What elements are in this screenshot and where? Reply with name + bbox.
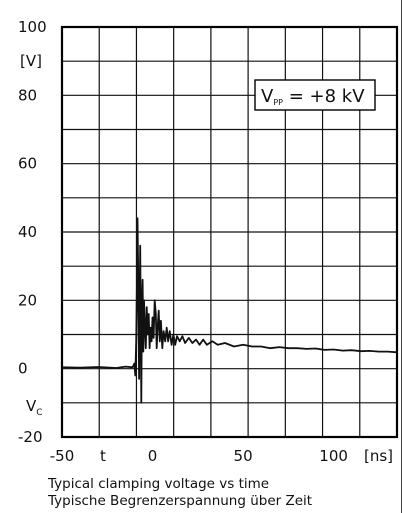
x-tick-label: 100 <box>319 447 348 465</box>
y-tick-label: -20 <box>18 428 43 446</box>
y-tick-label: 40 <box>18 223 37 241</box>
x-unit-label: [ns] <box>364 447 393 465</box>
series-layer <box>61 217 398 404</box>
y-tick-label: 20 <box>18 291 37 309</box>
annotation-box <box>254 79 376 111</box>
x-tick-label: 50 <box>234 447 253 465</box>
x-tick-label: -50 <box>50 447 75 465</box>
y-unit-label: [V] <box>20 52 42 70</box>
y-axis-label: VC <box>26 397 43 418</box>
y-tick-label: 80 <box>18 86 37 104</box>
series-line-0 <box>61 217 398 404</box>
annotation-text: VPP = +8 kV <box>261 86 365 107</box>
y-tick-label: 60 <box>18 155 37 173</box>
page-edge-rule <box>401 0 402 513</box>
caption-german: Typische Begrenzerspannung über Zeit <box>48 493 313 509</box>
tick-label-layer: -20 0 20 40 60 80 100 -50 0 50 100 [V] [ns] t VC <box>18 18 393 465</box>
x-axis-label: t <box>100 447 106 465</box>
annotation-layer: VPP = +8 kV <box>254 79 376 111</box>
caption-english: Typical clamping voltage vs time <box>48 476 270 492</box>
x-tick-label: 0 <box>148 447 158 465</box>
plot-frame <box>60 25 399 439</box>
axis-frame-layer <box>60 25 399 439</box>
y-tick-label: 100 <box>18 18 47 36</box>
y-tick-label: 0 <box>18 360 28 378</box>
